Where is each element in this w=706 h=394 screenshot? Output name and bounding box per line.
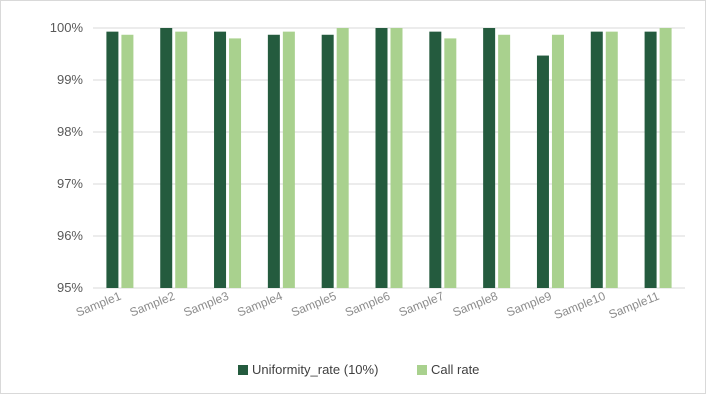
y-tick-label: 95% (57, 280, 83, 295)
bar-uniformity-rate-sample3 (214, 31, 227, 288)
legend-swatch (417, 365, 427, 375)
y-tick-label: 97% (57, 176, 83, 191)
bar-uniformity-rate-sample11 (644, 31, 657, 288)
bar-call-rate-sample9 (551, 34, 564, 289)
bar-uniformity-rate-sample8 (483, 28, 496, 288)
legend-label: Uniformity_rate (10%) (252, 362, 378, 377)
bar-call-rate-sample4 (282, 31, 295, 288)
y-tick-label: 99% (57, 72, 83, 87)
bar-call-rate-sample6 (390, 28, 403, 288)
bar-uniformity-rate-sample1 (106, 31, 119, 288)
x-tick-label: Sample7 (397, 289, 446, 320)
bar-uniformity-rate-sample5 (321, 34, 334, 289)
bar-uniformity-rate-sample9 (536, 55, 549, 289)
y-tick-label: 98% (57, 124, 83, 139)
x-tick-label: Sample4 (235, 289, 284, 320)
x-tick-label: Sample6 (343, 289, 392, 320)
bar-call-rate-sample10 (605, 31, 618, 288)
x-tick-label: Sample5 (289, 289, 338, 320)
bar-call-rate-sample1 (121, 34, 134, 289)
bar-call-rate-sample2 (175, 31, 188, 288)
bar-call-rate-sample7 (444, 38, 457, 289)
bar-uniformity-rate-sample10 (590, 31, 603, 288)
bar-call-rate-sample5 (336, 28, 349, 288)
bar-call-rate-sample3 (229, 38, 242, 289)
legend-swatch (238, 365, 248, 375)
bar-uniformity-rate-sample4 (267, 34, 280, 289)
x-tick-label: Sample10 (552, 289, 608, 322)
bar-uniformity-rate-sample2 (160, 28, 173, 288)
x-tick-label: Sample9 (504, 289, 553, 320)
x-tick-label: Sample8 (451, 289, 500, 320)
legend-label: Call rate (431, 362, 479, 377)
x-tick-label: Sample2 (128, 289, 177, 320)
bar-call-rate-sample8 (498, 34, 511, 289)
y-tick-label: 100% (50, 20, 84, 35)
bar-uniformity-rate-sample7 (429, 31, 442, 288)
bar-call-rate-sample11 (659, 28, 672, 288)
bar-uniformity-rate-sample6 (375, 28, 388, 288)
y-tick-label: 96% (57, 228, 83, 243)
x-tick-label: Sample11 (607, 289, 662, 322)
x-tick-label: Sample3 (181, 289, 230, 320)
